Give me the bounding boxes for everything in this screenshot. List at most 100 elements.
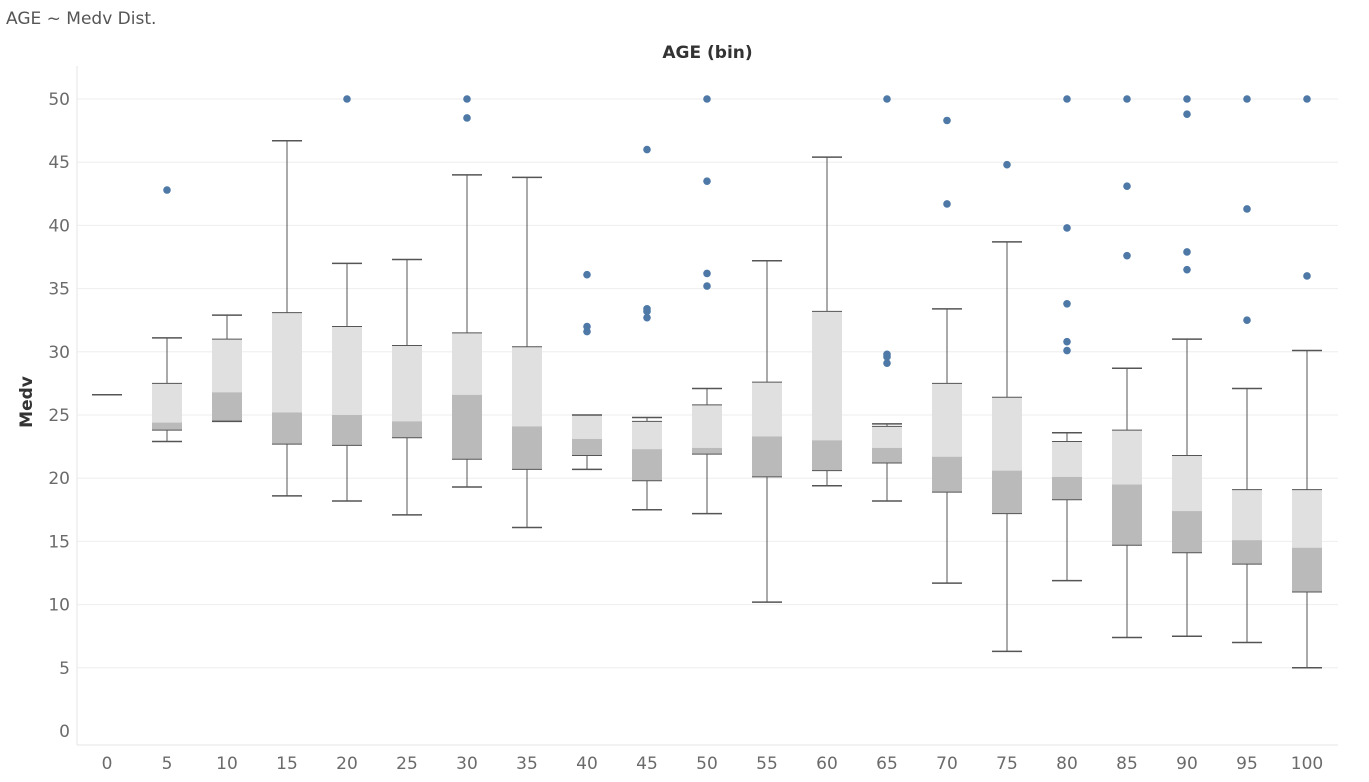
y-tick-label: 0 [59,722,70,742]
upper-box [692,404,722,448]
outlier-point [1303,272,1311,280]
upper-box [572,415,602,440]
x-tick-label: 70 [936,754,958,774]
x-tick-label: 55 [756,754,778,774]
outlier-point [1183,265,1191,274]
upper-box [752,382,782,437]
outlier-point [583,322,591,331]
x-tick-label: 35 [516,754,538,774]
outlier-point [1243,205,1251,213]
upper-box [932,383,962,457]
outlier-point [1123,251,1131,260]
lower-box [1292,547,1322,592]
x-tick-label: 0 [102,754,113,774]
y-tick-label: 5 [59,659,70,679]
outlier-point [703,269,711,278]
upper-box [632,421,662,450]
x-tick-label: 15 [276,754,298,774]
x-tick-label: 60 [816,754,838,774]
upper-box [872,426,902,448]
outlier-point [883,359,891,367]
outlier-point [883,95,891,103]
outlier-point [643,145,651,154]
outlier-point [1243,316,1251,325]
outlier-point [1063,346,1071,355]
lower-box [1052,476,1082,500]
lower-box [1232,540,1262,565]
lower-box [752,436,782,477]
outlier-point [1303,95,1311,103]
lower-box [872,447,902,464]
y-tick-label: 35 [48,280,70,300]
x-tick-label: 45 [636,754,658,774]
y-tick-label: 50 [48,90,70,110]
x-tick-label: 50 [696,754,718,774]
outlier-point [1123,182,1131,191]
lower-box [992,470,1022,514]
outlier-point [943,200,951,208]
x-tick-label: 20 [336,754,358,774]
lower-box [152,422,182,431]
lower-box [932,456,962,493]
lower-box [512,426,542,470]
y-tick-label: 25 [48,406,70,426]
x-tick-label: 40 [576,754,598,774]
outlier-point [1183,110,1191,118]
y-tick-label: 30 [48,343,70,363]
x-tick-label: 65 [876,754,898,774]
y-tick-label: 15 [48,532,70,552]
lower-box [452,394,482,460]
lower-box [332,415,362,446]
outlier-point [1063,299,1071,308]
y-tick-label: 10 [48,596,70,616]
lower-box [692,447,722,455]
outlier-point [583,270,591,279]
outlier-point [1183,248,1191,256]
outlier-point [1063,95,1071,103]
upper-box [1232,489,1262,541]
upper-box [392,345,422,422]
outlier-point [1063,337,1071,346]
x-tick-label: 90 [1176,754,1198,774]
lower-box [392,421,422,438]
lower-box [1172,511,1202,553]
outlier-point [463,114,471,122]
upper-box [1112,430,1142,485]
outlier-point [1183,95,1191,103]
upper-box [1052,441,1082,477]
outlier-point [1003,160,1011,169]
outlier-point [883,350,891,359]
upper-box [452,332,482,395]
outlier-point [703,95,711,103]
outlier-point [163,186,171,194]
outlier-point [643,305,651,313]
upper-box [272,312,302,413]
x-tick-label: 30 [456,754,478,774]
outlier-point [463,95,471,103]
upper-box [212,339,242,393]
x-axis-title: AGE (bin) [662,43,753,63]
upper-box [1292,489,1322,548]
outlier-point [1063,224,1071,232]
lower-box [632,449,662,481]
x-tick-label: 80 [1056,754,1078,774]
upper-box [812,311,842,441]
outlier-point [703,282,711,290]
x-tick-label: 100 [1291,754,1323,774]
upper-box [512,346,542,427]
upper-box [152,383,182,423]
x-tick-label: 5 [162,754,173,774]
lower-box [1112,484,1142,546]
y-tick-label: 40 [48,216,70,236]
upper-box [992,397,1022,471]
lower-box [272,412,302,445]
x-tick-label: 95 [1236,754,1258,774]
outlier-point [703,177,711,185]
outlier-point [943,116,951,125]
lower-box [572,439,602,456]
x-tick-label: 75 [996,754,1018,774]
sheet-title: AGE ~ Medv Dist. [6,9,157,29]
x-tick-label: 85 [1116,754,1138,774]
upper-box [1172,455,1202,512]
outlier-point [1123,95,1131,103]
